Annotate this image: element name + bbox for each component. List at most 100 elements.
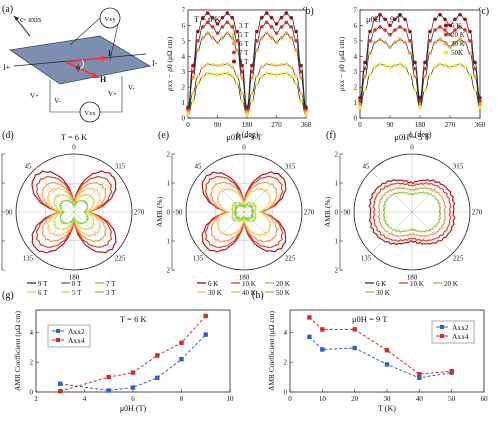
legend-label: 7 T xyxy=(106,280,116,288)
data-point xyxy=(250,91,254,96)
data-point xyxy=(155,353,160,358)
polar-angle-label: 90 xyxy=(176,209,184,217)
data-point xyxy=(179,357,184,362)
data-point xyxy=(473,74,477,79)
legend-label: 6 K xyxy=(208,280,218,288)
data-point xyxy=(274,22,279,26)
y-tick-label: 2 xyxy=(30,359,34,367)
data-point xyxy=(403,40,407,45)
data-point xyxy=(320,347,325,352)
data-point xyxy=(352,345,357,351)
data-point xyxy=(289,74,294,79)
panel-letter-e: (e) xyxy=(158,130,169,141)
y-tick-label: 5 xyxy=(182,37,186,45)
polar-angle-label: 45 xyxy=(195,163,203,171)
data-point xyxy=(250,99,254,103)
data-point xyxy=(264,20,269,25)
legend-label: 9 T xyxy=(38,280,48,288)
data-point xyxy=(220,72,225,76)
data-point xyxy=(264,62,269,66)
vxy-label: Vxy xyxy=(104,16,116,23)
x-tick-label: 0 xyxy=(186,121,190,129)
legend-swatch xyxy=(56,338,60,342)
data-point xyxy=(368,73,372,77)
radial-tick-label: 2 xyxy=(335,151,339,159)
data-point xyxy=(294,48,298,52)
data-point xyxy=(230,25,235,29)
data-point xyxy=(408,51,412,55)
data-point xyxy=(210,15,215,20)
data-point xyxy=(373,28,377,32)
data-point xyxy=(393,17,397,22)
radial-tick-label: 2 xyxy=(0,267,1,275)
data-point xyxy=(393,40,397,45)
legend-swatch xyxy=(444,23,448,28)
vxy-wire-left xyxy=(69,17,101,46)
data-point xyxy=(255,74,259,79)
y-axis-label: ρxx − ρ0 (μΩ cm) xyxy=(337,36,346,91)
x-tick-label: 40 xyxy=(416,395,424,403)
legend-label: 9 T xyxy=(239,58,249,66)
data-point xyxy=(433,40,437,45)
data-point xyxy=(200,25,205,29)
data-point xyxy=(468,51,472,55)
legend-box xyxy=(47,324,91,348)
data-point xyxy=(220,25,225,29)
polar-angle-label: 225 xyxy=(285,254,296,262)
data-point xyxy=(478,105,482,109)
data-point xyxy=(186,105,190,109)
data-point xyxy=(274,73,279,77)
radial-tick-label: 2 xyxy=(167,267,171,275)
data-point xyxy=(289,15,294,20)
data-point xyxy=(225,11,230,15)
data-point xyxy=(245,105,249,109)
data-point xyxy=(264,11,269,15)
x-tick-label: 10 xyxy=(227,395,235,403)
legend-swatch xyxy=(444,32,448,37)
data-point xyxy=(458,62,462,66)
panel-letter-a: (a) xyxy=(2,4,13,15)
polar-frame xyxy=(353,153,471,271)
data-point xyxy=(289,25,294,29)
y-tick-label: 2 xyxy=(284,359,288,367)
data-point xyxy=(106,374,111,380)
y-tick-label: 2 xyxy=(182,84,186,92)
data-point xyxy=(255,48,259,52)
data-point xyxy=(294,74,298,79)
y-tick-label: 4 xyxy=(354,53,358,61)
x-tick-label: 0 xyxy=(358,121,362,129)
x-tick-label: 2 xyxy=(34,395,38,403)
data-point xyxy=(130,370,136,375)
data-point xyxy=(388,23,392,28)
data-point xyxy=(428,51,432,55)
v-minus-right-label: V- xyxy=(128,84,135,92)
data-point xyxy=(259,65,264,69)
x-tick-label: 6 xyxy=(131,395,135,403)
series-line xyxy=(60,334,207,392)
data-point xyxy=(408,73,412,77)
radial-tick-label: 0 xyxy=(0,209,1,217)
panel-letter-d: (d) xyxy=(2,130,14,141)
y-axis-label: AMR Coefficient (μΩ cm) xyxy=(267,310,276,391)
legend-label: 20 K xyxy=(451,31,465,39)
current-arrowhead-icon xyxy=(101,55,108,61)
data-point xyxy=(383,63,387,68)
data-point xyxy=(378,25,382,29)
data-point xyxy=(473,60,477,65)
data-point xyxy=(423,88,427,93)
chart-e: 0 315 270 225 180 135 90 45 2 1 0 1 2 AMR (%) μ0H = 9 … xyxy=(155,132,315,297)
field-symbol: H xyxy=(100,75,107,84)
legend-swatch xyxy=(232,50,236,55)
data-point xyxy=(210,35,215,40)
data-point xyxy=(250,76,254,80)
legend-swatch xyxy=(232,59,236,64)
radial-tick-label: 1 xyxy=(0,238,1,246)
data-point xyxy=(398,25,402,29)
data-point xyxy=(443,17,447,22)
polar-angle-label: 135 xyxy=(193,254,204,262)
data-point xyxy=(284,20,289,25)
polar-angle-label: 45 xyxy=(25,163,33,171)
v-plus-right-label: V+ xyxy=(108,90,117,98)
data-point xyxy=(468,39,472,43)
